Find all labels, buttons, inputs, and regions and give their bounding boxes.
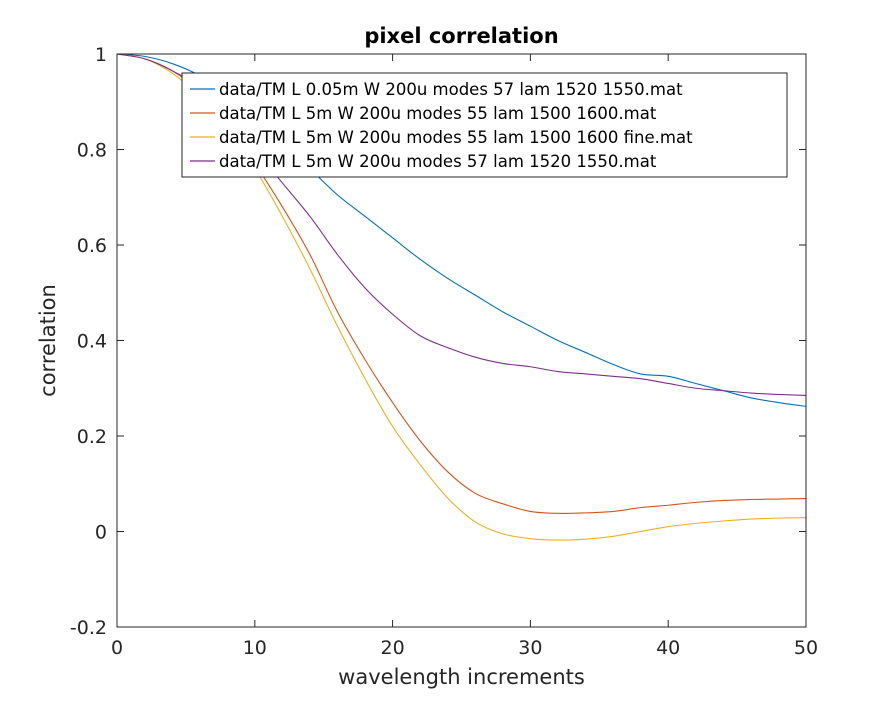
legend-label-2: data/TM L 5m W 200u modes 55 lam 1500 16… (219, 104, 657, 123)
y-tick-label: 0.6 (77, 235, 107, 257)
legend: data/TM L 0.05m W 200u modes 57 lam 1520… (181, 72, 788, 178)
x-tick-label: 40 (656, 637, 680, 659)
y-tick-label: 0.2 (77, 426, 107, 448)
y-tick-label: 0.8 (77, 140, 107, 162)
y-tick-label: 0 (95, 522, 107, 544)
x-tick-label: 0 (111, 637, 123, 659)
x-axis-title: wavelength increments (338, 665, 585, 689)
x-tick-label: 50 (794, 637, 818, 659)
y-axis-title: correlation (36, 284, 60, 397)
legend-label-4: data/TM L 5m W 200u modes 57 lam 1520 15… (219, 152, 657, 171)
y-tick-label: 1 (95, 44, 107, 66)
axes-layer: 0 10 20 30 40 50-0.200.20.40.60.81 (70, 44, 818, 659)
x-tick-label: 10 (243, 637, 267, 659)
legend-label-1: data/TM L 0.05m W 200u modes 57 lam 1520… (219, 80, 683, 99)
x-tick-label: 20 (381, 637, 405, 659)
legend-label-3: data/TM L 5m W 200u modes 55 lam 1500 16… (219, 128, 693, 147)
y-tick-label: 0.4 (77, 331, 107, 353)
y-tick-label: -0.2 (70, 617, 107, 639)
legend-box (181, 72, 788, 178)
chart-title: pixel correlation (364, 24, 558, 48)
x-tick-label: 30 (518, 637, 542, 659)
